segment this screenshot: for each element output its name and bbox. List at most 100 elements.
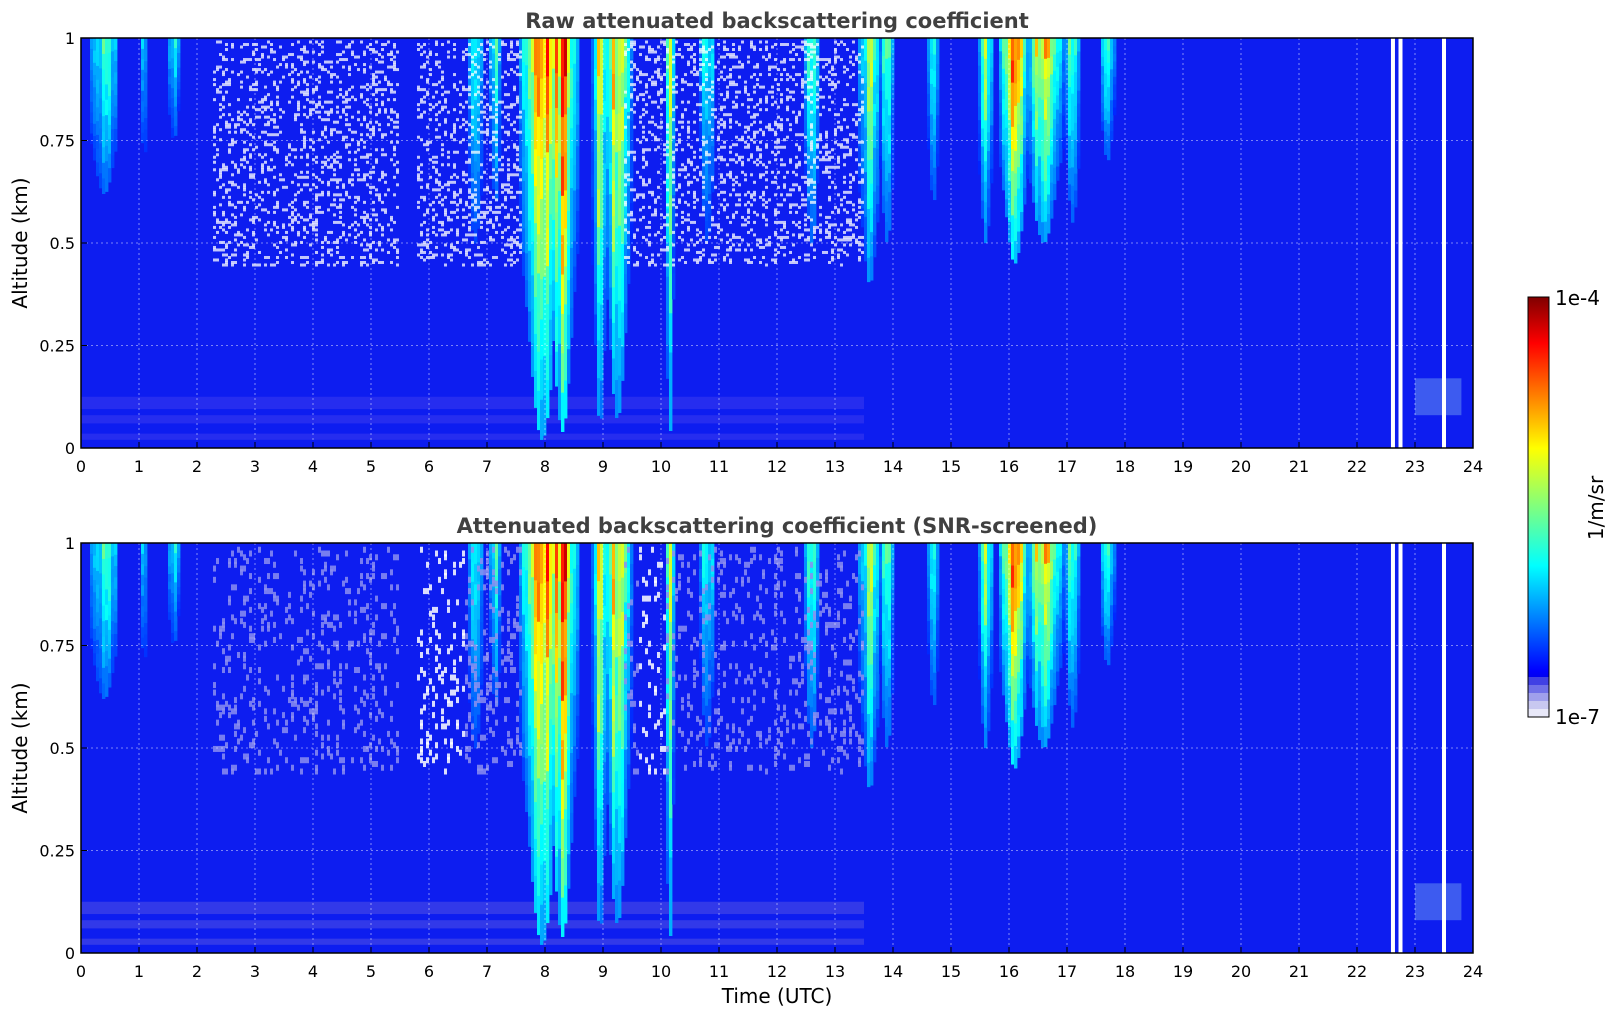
- noise-speckle: [327, 648, 330, 655]
- noise-speckle: [765, 40, 768, 44]
- backscatter-cell: [927, 93, 931, 106]
- backscatter-cell: [537, 116, 541, 156]
- noise-speckle: [327, 180, 330, 184]
- backscatter-cell: [987, 38, 991, 58]
- noise-speckle: [636, 260, 639, 264]
- backscatter-cell: [708, 76, 712, 97]
- noise-speckle: [312, 223, 315, 227]
- noise-speckle: [345, 100, 348, 104]
- noise-speckle: [348, 43, 351, 47]
- noise-speckle: [810, 130, 813, 134]
- noise-speckle: [441, 228, 444, 232]
- noise-speckle: [804, 253, 807, 257]
- noise-speckle: [309, 655, 312, 662]
- noise-speckle: [807, 183, 810, 187]
- noise-speckle: [213, 130, 216, 134]
- noise-speckle: [300, 188, 303, 192]
- noise-speckle: [519, 168, 522, 172]
- noise-speckle: [273, 140, 276, 144]
- noise-speckle: [708, 88, 711, 92]
- noise-speckle: [702, 50, 705, 54]
- noise-speckle: [438, 220, 441, 224]
- noise-speckle: [744, 203, 747, 207]
- noise-speckle: [738, 90, 741, 94]
- backscatter-cell: [978, 160, 982, 175]
- noise-speckle: [495, 120, 498, 124]
- backscatter-cell: [873, 147, 877, 170]
- noise-speckle: [507, 238, 510, 242]
- backscatter-cell: [534, 111, 538, 150]
- noise-speckle: [708, 228, 711, 232]
- backscatter-cell: [105, 99, 109, 116]
- backscatter-cell: [984, 119, 988, 141]
- noise-speckle: [312, 715, 315, 722]
- noise-speckle: [417, 88, 420, 92]
- noise-speckle: [378, 193, 381, 197]
- backscatter-cell: [171, 117, 175, 128]
- noise-speckle: [804, 203, 807, 207]
- noise-speckle: [465, 120, 468, 124]
- noise-speckle: [300, 636, 303, 643]
- noise-speckle: [372, 50, 375, 54]
- noise-speckle: [273, 621, 276, 628]
- noise-speckle: [738, 138, 741, 142]
- noise-speckle: [327, 183, 330, 187]
- noise-speckle: [321, 245, 324, 249]
- noise-speckle: [786, 43, 789, 47]
- noise-speckle: [858, 198, 861, 202]
- backscatter-cell: [114, 622, 118, 634]
- noise-speckle: [729, 245, 732, 249]
- backscatter-cell: [1008, 38, 1012, 59]
- noise-speckle: [657, 45, 660, 49]
- noise-speckle: [474, 93, 477, 97]
- noise-speckle: [642, 215, 645, 219]
- backscatter-cell: [609, 131, 613, 163]
- backscatter-cell: [564, 114, 568, 153]
- noise-speckle: [489, 85, 492, 89]
- backscatter-cell: [552, 249, 556, 281]
- y-ticks-raw: 00.250.50.751: [39, 29, 87, 458]
- noise-speckle: [339, 165, 342, 169]
- noise-speckle: [231, 768, 234, 775]
- noise-speckle: [681, 163, 684, 167]
- noise-speckle: [291, 715, 294, 722]
- backscatter-cell: [666, 174, 670, 209]
- backscatter-cell: [546, 341, 550, 381]
- noise-speckle: [825, 250, 828, 254]
- noise-speckle: [459, 200, 462, 204]
- backscatter-cell: [474, 119, 478, 141]
- noise-speckle: [285, 618, 288, 625]
- noise-speckle: [432, 165, 435, 169]
- noise-speckle: [246, 130, 249, 134]
- noise-speckle: [507, 258, 510, 262]
- backscatter-cell: [1053, 183, 1057, 201]
- noise-speckle: [273, 83, 276, 87]
- noise-speckle: [681, 230, 684, 234]
- backscatter-cell: [90, 617, 94, 628]
- noise-speckle: [783, 235, 786, 239]
- noise-speckle: [747, 200, 750, 204]
- noise-speckle: [810, 43, 813, 47]
- noise-speckle: [828, 195, 831, 199]
- noise-speckle: [711, 135, 714, 139]
- noise-speckle: [390, 118, 393, 122]
- backscatter-cell: [1050, 110, 1054, 129]
- backscatter-cell: [867, 257, 871, 283]
- backscatter-cell: [888, 172, 892, 193]
- noise-speckle: [624, 103, 627, 107]
- backscatter-cell: [111, 581, 115, 596]
- noise-speckle: [798, 163, 801, 167]
- noise-speckle: [300, 90, 303, 94]
- noise-speckle: [708, 48, 711, 52]
- noise-speckle: [717, 155, 720, 159]
- noise-speckle: [765, 95, 768, 99]
- noise-speckle: [231, 70, 234, 74]
- noise-speckle: [468, 225, 471, 229]
- noise-speckle: [453, 165, 456, 169]
- noise-speckle: [645, 160, 648, 164]
- noise-speckle: [216, 40, 219, 44]
- noise-speckle: [264, 153, 267, 157]
- backscatter-cell: [1017, 231, 1021, 253]
- noise-speckle: [474, 218, 477, 222]
- noise-speckle: [417, 85, 420, 89]
